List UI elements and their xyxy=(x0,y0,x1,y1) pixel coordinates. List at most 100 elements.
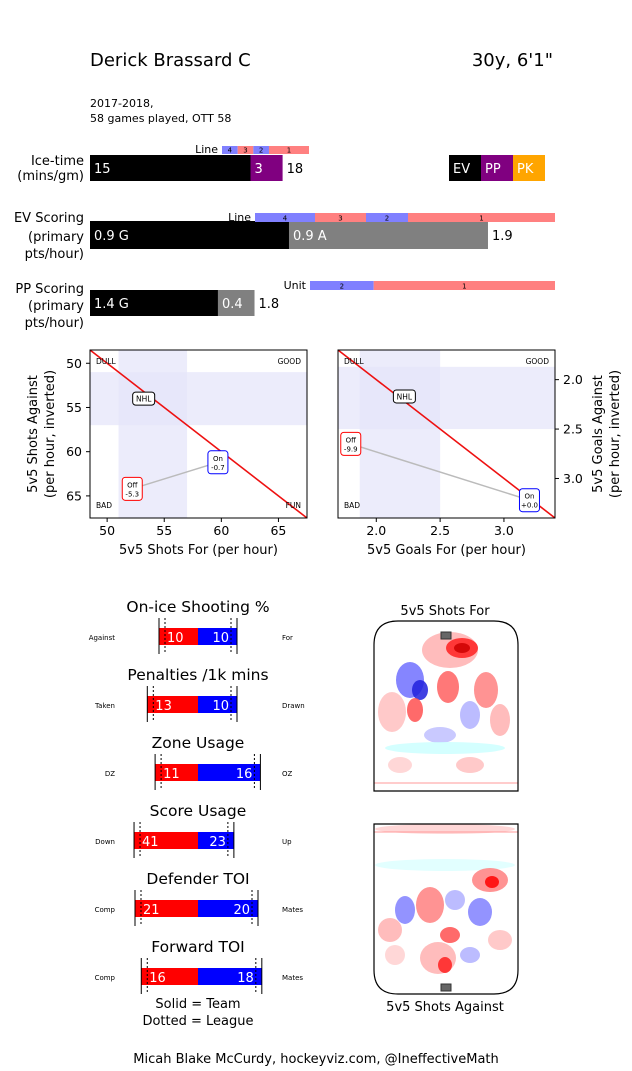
legend-text-pp: PP xyxy=(485,162,501,177)
legend-box-pk xyxy=(513,155,545,181)
corner-label: BAD xyxy=(344,501,360,510)
diagonal-line xyxy=(337,349,556,519)
legend-box-ev xyxy=(449,155,481,181)
heat-blob xyxy=(407,698,423,722)
right-bar xyxy=(198,764,261,781)
footer-credit: Micah Blake McCurdy, hockeyviz.com, @Ine… xyxy=(133,1052,499,1067)
rink-boards xyxy=(373,620,519,792)
rink-heatmap xyxy=(374,621,518,791)
rink-top-title: 5v5 Shots For xyxy=(400,604,490,619)
right-bar xyxy=(198,628,237,645)
heat-blob xyxy=(385,742,505,754)
ev-line-label-0: 4 xyxy=(283,215,288,223)
right-caption: For xyxy=(282,634,293,642)
left-caption: Down xyxy=(95,838,115,846)
y-axis-label: (per hour, inverted) xyxy=(608,370,623,498)
pp-bar-label-1: 0.4 xyxy=(222,297,243,312)
y-axis-label: 5v5 Goals Against xyxy=(591,375,606,493)
legend-text-pk: PK xyxy=(517,162,534,177)
left-value: 10 xyxy=(167,631,184,646)
x-axis-label: 5v5 Shots For (per hour) xyxy=(119,543,278,558)
right-bar xyxy=(198,832,234,849)
ev-bar-label-0: 0.9 G xyxy=(94,229,129,244)
ev-bar-1 xyxy=(288,221,488,249)
heat-blob xyxy=(490,704,510,736)
y-axis-label: 5v5 Shots Against xyxy=(26,375,41,493)
icetime-line-label-0: 4 xyxy=(228,147,233,155)
season-label: 2017-2018, xyxy=(90,97,153,110)
left-value: 41 xyxy=(142,835,159,850)
heat-blob xyxy=(460,701,480,729)
heat-blob xyxy=(378,918,402,942)
ev-label: pts/hour) xyxy=(25,247,84,262)
panel-title: Forward TOI xyxy=(151,938,245,956)
left-value: 11 xyxy=(163,767,180,782)
heat-blob xyxy=(375,859,515,871)
rink-heatmap xyxy=(374,824,518,994)
net-icon xyxy=(440,631,452,640)
y-tick-label: 50 xyxy=(66,356,82,371)
pp-line-share-0 xyxy=(310,281,374,290)
off-badge-value: -5.3 xyxy=(125,490,139,498)
heat-blob xyxy=(488,930,512,950)
icetime-bar-label-0: 15 xyxy=(94,162,111,177)
usage-bars: Ice-time(mins/gm) 15 3 18 Line 4 3 2 1 EV Scoring… xyxy=(14,143,555,331)
left-bar xyxy=(134,832,198,849)
heat-blob xyxy=(385,945,405,965)
corner-label: BAD xyxy=(96,501,112,510)
pp-line-label-1: 1 xyxy=(462,283,466,291)
pp-bar-0 xyxy=(90,290,218,316)
right-value: 18 xyxy=(237,971,254,986)
corner-label: FUN xyxy=(286,501,301,510)
pp-bar-label-0: 1.4 G xyxy=(94,297,129,312)
icetime-bar-1 xyxy=(250,155,283,181)
legend-text-ev: EV xyxy=(453,162,470,177)
pp-line-title: Unit xyxy=(284,279,307,292)
nhl-badge-label: NHL xyxy=(397,392,413,401)
heat-blob xyxy=(388,757,412,773)
ev-label: (primary xyxy=(28,230,84,245)
corner-label: GOOD xyxy=(278,357,302,366)
pp-total: 1.8 xyxy=(259,297,280,312)
icetime-line-share-2 xyxy=(253,146,269,154)
right-value: 10 xyxy=(212,699,229,714)
right-caption: Up xyxy=(282,838,292,846)
ev-line-share-1 xyxy=(315,213,366,222)
player-name: Derick Brassard C xyxy=(90,50,251,71)
heat-blob xyxy=(378,692,406,732)
heat-blob xyxy=(416,887,444,923)
ev-label: EV Scoring xyxy=(14,211,84,226)
right-caption: Mates xyxy=(282,974,303,982)
icetime-line-label-2: 2 xyxy=(259,147,263,155)
y-tick-label: 65 xyxy=(66,488,82,503)
right-bar xyxy=(198,968,262,985)
heat-blob xyxy=(445,890,465,910)
icetime-line-label-3: 1 xyxy=(287,147,291,155)
right-bar xyxy=(198,900,258,917)
left-caption: Comp xyxy=(95,974,116,982)
icetime-line-title: Line xyxy=(195,143,218,156)
heat-blob xyxy=(468,898,492,926)
left-value: 16 xyxy=(149,971,166,986)
pp-label: pts/hour) xyxy=(25,316,84,331)
left-bar xyxy=(147,696,198,713)
on-badge-value: -0.7 xyxy=(211,464,225,472)
rink-boards xyxy=(373,823,519,995)
left-bar xyxy=(159,628,198,645)
ev-line-label-3: 1 xyxy=(479,215,483,223)
left-bar xyxy=(135,900,198,917)
on-badge-value: +0.0 xyxy=(521,502,538,510)
plot-frame xyxy=(337,349,556,519)
legend-box-pp xyxy=(481,155,513,181)
on-badge xyxy=(518,488,540,513)
x-tick-label: 3.0 xyxy=(494,523,514,538)
heat-blob xyxy=(454,643,470,653)
ev-total: 1.9 xyxy=(492,229,513,244)
icetime-bar-0 xyxy=(90,155,251,181)
nhl-badge xyxy=(392,389,416,404)
x-tick-label: 2.0 xyxy=(366,523,386,538)
x-tick-label: 65 xyxy=(270,523,286,538)
right-value: 20 xyxy=(233,903,250,918)
left-caption: Against xyxy=(89,634,116,642)
icetime-line-share-3 xyxy=(268,146,309,154)
